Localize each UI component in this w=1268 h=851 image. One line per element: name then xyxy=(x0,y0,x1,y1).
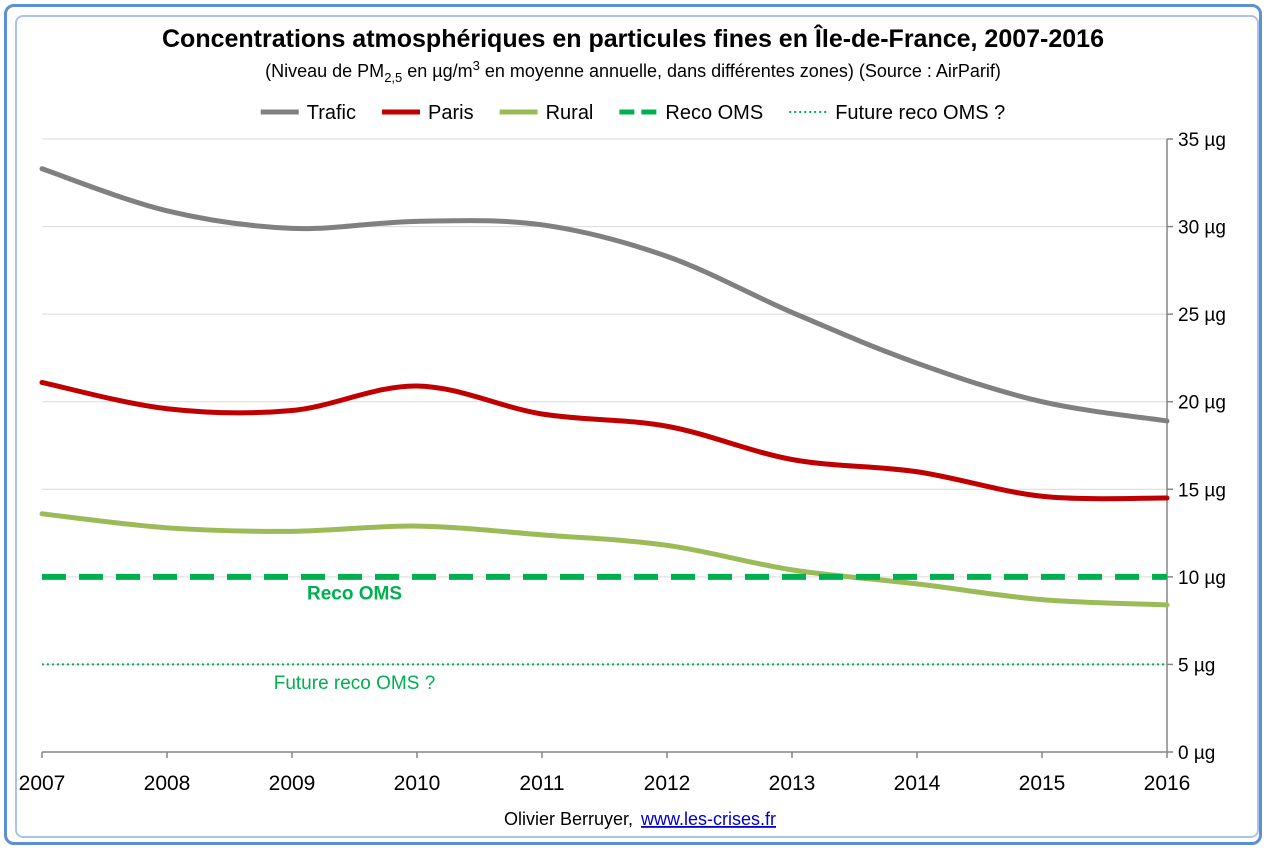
y-tick-label-4: 20 µg xyxy=(1178,393,1226,414)
legend-label-2: Rural xyxy=(546,102,594,124)
credit-link[interactable]: www.les-crises.fr xyxy=(640,809,776,829)
series-line-trafic xyxy=(39,166,1170,424)
y-tick-label-6: 30 µg xyxy=(1178,218,1226,239)
x-tick-label-7: 2014 xyxy=(894,772,941,795)
legend-item-0: Trafic xyxy=(260,102,356,124)
y-tick-label-3: 15 µg xyxy=(1178,480,1226,501)
x-tick-label-9: 2016 xyxy=(1144,772,1191,795)
legend-label-4: Future reco OMS ? xyxy=(835,102,1005,124)
chart-legend: Trafic Paris Rural Reco OMS Future reco OMS … xyxy=(260,102,1005,124)
annotation-0: Reco OMS xyxy=(307,584,402,605)
series-line-rural xyxy=(39,511,1170,608)
annotation-1: Future reco OMS ? xyxy=(274,673,436,694)
chart-frame xyxy=(4,4,1262,845)
credit: Olivier Berruyer, www.les-crises.fr xyxy=(504,809,776,829)
y-tick-label-0: 0 µg xyxy=(1178,743,1215,764)
x-tick-label-1: 2008 xyxy=(144,772,191,795)
y-tick-label-2: 10 µg xyxy=(1178,568,1226,589)
legend-item-1: Paris xyxy=(382,102,474,124)
chart-subtitle: (Niveau de PM2,5 en µg/m3 en moyenne ann… xyxy=(265,58,1001,85)
x-tick-label-5: 2012 xyxy=(644,772,691,795)
chart-title: Concentrations atmosphériques en particu… xyxy=(162,23,1104,53)
y-tick-label-5: 25 µg xyxy=(1178,305,1226,326)
legend-item-3: Reco OMS xyxy=(619,102,763,124)
x-tick-label-2: 2009 xyxy=(269,772,316,795)
series-line-paris xyxy=(39,379,1170,502)
y-tick-label-1: 5 µg xyxy=(1178,655,1215,676)
subtitle-middle: en µg/m xyxy=(402,61,472,81)
legend-label-3: Reco OMS xyxy=(665,102,763,124)
series-group xyxy=(39,166,1170,666)
legend-label-0: Trafic xyxy=(307,102,356,124)
x-tick-label-8: 2015 xyxy=(1019,772,1066,795)
subtitle-superscript: 3 xyxy=(473,58,480,73)
credit-author: Olivier Berruyer, xyxy=(504,809,633,829)
subtitle-prefix: (Niveau de PM xyxy=(265,61,384,81)
x-tick-label-6: 2013 xyxy=(769,772,816,795)
x-tick-label-4: 2011 xyxy=(519,772,564,795)
subtitle-subscript: 2,5 xyxy=(384,70,402,85)
legend-item-4: Future reco OMS ? xyxy=(789,102,1005,124)
x-tick-label-0: 2007 xyxy=(19,772,66,795)
x-tick-label-3: 2010 xyxy=(394,772,441,795)
legend-label-1: Paris xyxy=(428,102,474,124)
subtitle-suffix: en moyenne annuelle, dans différentes zo… xyxy=(480,61,1001,81)
chart-frame-inner xyxy=(15,15,1259,838)
y-tick-label-7: 35 µg xyxy=(1178,130,1226,151)
axes: 0 µg 5 µg 10 µg 15 µg 20 µg 25 µg 30 µg 35 µg 20… xyxy=(19,130,1226,795)
annotations: Reco OMS Future reco OMS ? xyxy=(274,584,436,694)
legend-item-2: Rural xyxy=(499,102,594,124)
